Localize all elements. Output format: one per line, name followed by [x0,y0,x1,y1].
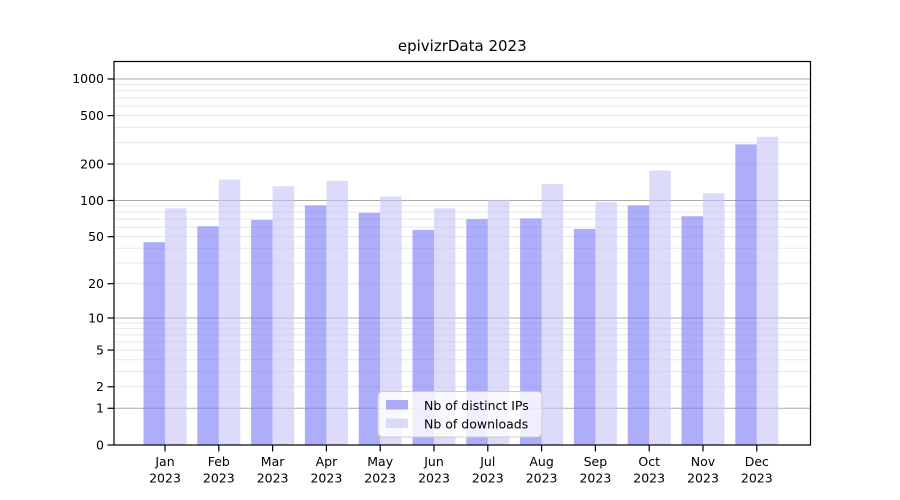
x-tick-label: Feb 2023 [203,454,235,486]
legend-swatch-downloads [386,418,408,428]
x-tick-label: May 2023 [364,454,396,486]
x-tick-label: Apr 2023 [310,454,342,486]
x-tick-label: Jan 2023 [149,454,181,486]
y-tick-label: 20 [88,276,104,291]
bar-downloads-sep [595,202,617,445]
x-tick-label: Dec 2023 [741,454,773,486]
x-tick-label: Jul 2023 [472,454,504,486]
x-tick-label: Aug 2023 [526,454,558,486]
bar-distinct-ips-oct [627,205,650,445]
bar-downloads-dec [756,136,779,445]
bar-downloads-jul [487,199,510,445]
x-tick-label: Nov 2023 [687,454,719,486]
bar-distinct-ips-mar [251,219,273,445]
chart-title: epivizrData 2023 [398,37,527,55]
y-tick-label: 1 [96,401,104,416]
x-tick-label: Mar 2023 [257,454,289,486]
bar-downloads-may [380,196,402,445]
legend-swatch-distinct-ips [386,400,408,410]
bar-distinct-ips-nov [681,216,703,445]
y-tick-label: 10 [88,310,104,325]
bar-downloads-nov [703,193,725,445]
x-tick-label: Jun 2023 [418,454,450,486]
bar-distinct-ips-aug [520,218,542,445]
legend-label-downloads: Nb of downloads [424,417,528,432]
y-tick-label: 1000 [72,71,104,86]
bar-downloads-jun [434,208,456,445]
bar-downloads-oct [649,170,671,445]
y-tick-label: 2 [96,379,104,394]
x-tick-label: Sep 2023 [579,454,611,486]
bar-distinct-ips-apr [304,205,327,445]
legend-box [377,391,543,438]
legend: Nb of distinct IPs Nb of downloads [377,391,543,438]
y-axis: 0 1 2 5 10 20 50 100 200 500 1000 [72,71,114,452]
bar-downloads-apr [326,180,348,445]
y-tick-label: 0 [96,437,104,452]
x-axis: Jan 2023 Feb 2023 Mar 2023 Apr 2023 May 2023 Jun 20… [149,445,773,486]
y-tick-label: 5 [96,342,104,357]
bar-distinct-ips-jan [143,242,165,445]
bar-distinct-ips-jul [466,219,488,445]
y-tick-label: 100 [80,193,104,208]
bar-distinct-ips-sep [573,228,596,445]
bar-distinct-ips-may [358,212,381,445]
x-tick-label: Oct 2023 [633,454,665,486]
y-tick-label: 500 [80,108,104,123]
bar-distinct-ips-feb [197,226,219,445]
y-tick-label: 200 [80,156,104,171]
bar-downloads-mar [272,186,295,445]
bar-downloads-jan [165,208,187,445]
plot-frame [113,60,812,446]
bar-downloads-feb [218,179,241,446]
bar-distinct-ips-dec [735,144,757,445]
bar-downloads-aug [541,183,564,445]
legend-label-distinct-ips: Nb of distinct IPs [424,398,529,413]
y-tick-label: 50 [88,229,104,244]
